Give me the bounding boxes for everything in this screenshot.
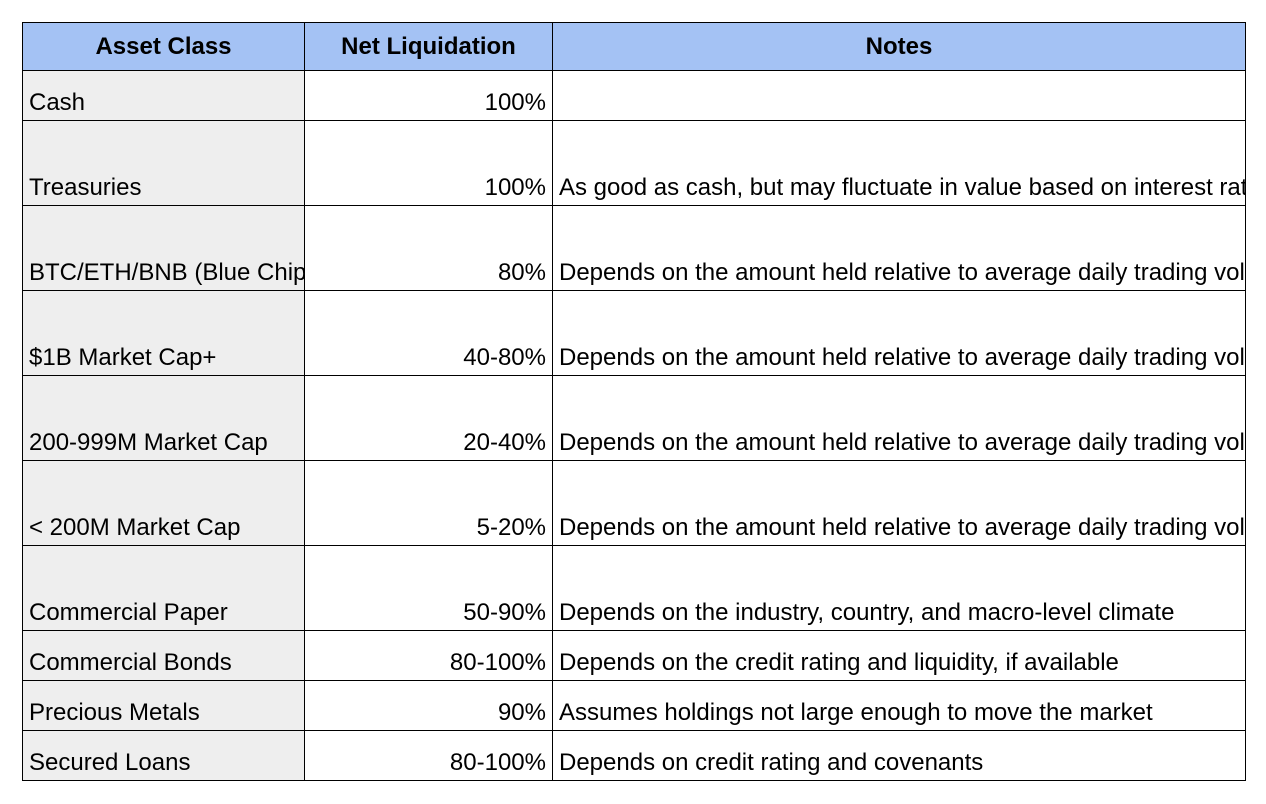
net-liquidation-cell: 80% [304, 205, 553, 291]
table-row: Secured Loans 80-100% Depends on credit … [22, 730, 1246, 781]
notes-cell [552, 70, 1246, 121]
header-notes: Notes [552, 22, 1246, 71]
asset-cell: < 200M Market Cap [22, 460, 305, 546]
net-liquidation-cell: 100% [304, 70, 553, 121]
notes-cell: Depends on the amount held relative to a… [552, 375, 1246, 461]
net-liquidation-cell: 40-80% [304, 290, 553, 376]
notes-cell: Depends on the industry, country, and ma… [552, 545, 1246, 631]
asset-cell: Cash [22, 70, 305, 121]
table-row: BTC/ETH/BNB (Blue Chips) 80% Depends on … [22, 205, 1246, 291]
notes-cell: Depends on the credit rating and liquidi… [552, 630, 1246, 681]
net-liquidation-cell: 80-100% [304, 730, 553, 781]
net-liquidation-table: Asset Class Net Liquidation Notes Cash 1… [22, 22, 1246, 781]
net-liquidation-cell: 5-20% [304, 460, 553, 546]
asset-cell: $1B Market Cap+ [22, 290, 305, 376]
asset-cell: Secured Loans [22, 730, 305, 781]
table-row: 200-999M Market Cap 20-40% Depends on th… [22, 375, 1246, 461]
header-row: Asset Class Net Liquidation Notes [22, 22, 1246, 71]
net-liquidation-cell: 100% [304, 120, 553, 206]
asset-cell: Treasuries [22, 120, 305, 206]
notes-cell: Depends on the amount held relative to a… [552, 205, 1246, 291]
asset-cell: Commercial Bonds [22, 630, 305, 681]
table-row: Precious Metals 90% Assumes holdings not… [22, 680, 1246, 731]
notes-cell: Assumes holdings not large enough to mov… [552, 680, 1246, 731]
header-net-liquidation: Net Liquidation [304, 22, 553, 71]
asset-cell: Commercial Paper [22, 545, 305, 631]
net-liquidation-cell: 90% [304, 680, 553, 731]
notes-cell: As good as cash, but may fluctuate in va… [552, 120, 1246, 206]
net-liquidation-cell: 20-40% [304, 375, 553, 461]
table-row: < 200M Market Cap 5-20% Depends on the a… [22, 460, 1246, 546]
table-row: $1B Market Cap+ 40-80% Depends on the am… [22, 290, 1246, 376]
table-row: Commercial Bonds 80-100% Depends on the … [22, 630, 1246, 681]
asset-cell: Precious Metals [22, 680, 305, 731]
table-row: Cash 100% [22, 70, 1246, 121]
notes-cell: Depends on credit rating and covenants [552, 730, 1246, 781]
net-liquidation-cell: 80-100% [304, 630, 553, 681]
header-asset-class: Asset Class [22, 22, 305, 71]
asset-cell: BTC/ETH/BNB (Blue Chips) [22, 205, 305, 291]
net-liquidation-cell: 50-90% [304, 545, 553, 631]
notes-cell: Depends on the amount held relative to a… [552, 290, 1246, 376]
asset-cell: 200-999M Market Cap [22, 375, 305, 461]
table-row: Commercial Paper 50-90% Depends on the i… [22, 545, 1246, 631]
notes-cell: Depends on the amount held relative to a… [552, 460, 1246, 546]
table-row: Treasuries 100% As good as cash, but may… [22, 120, 1246, 206]
